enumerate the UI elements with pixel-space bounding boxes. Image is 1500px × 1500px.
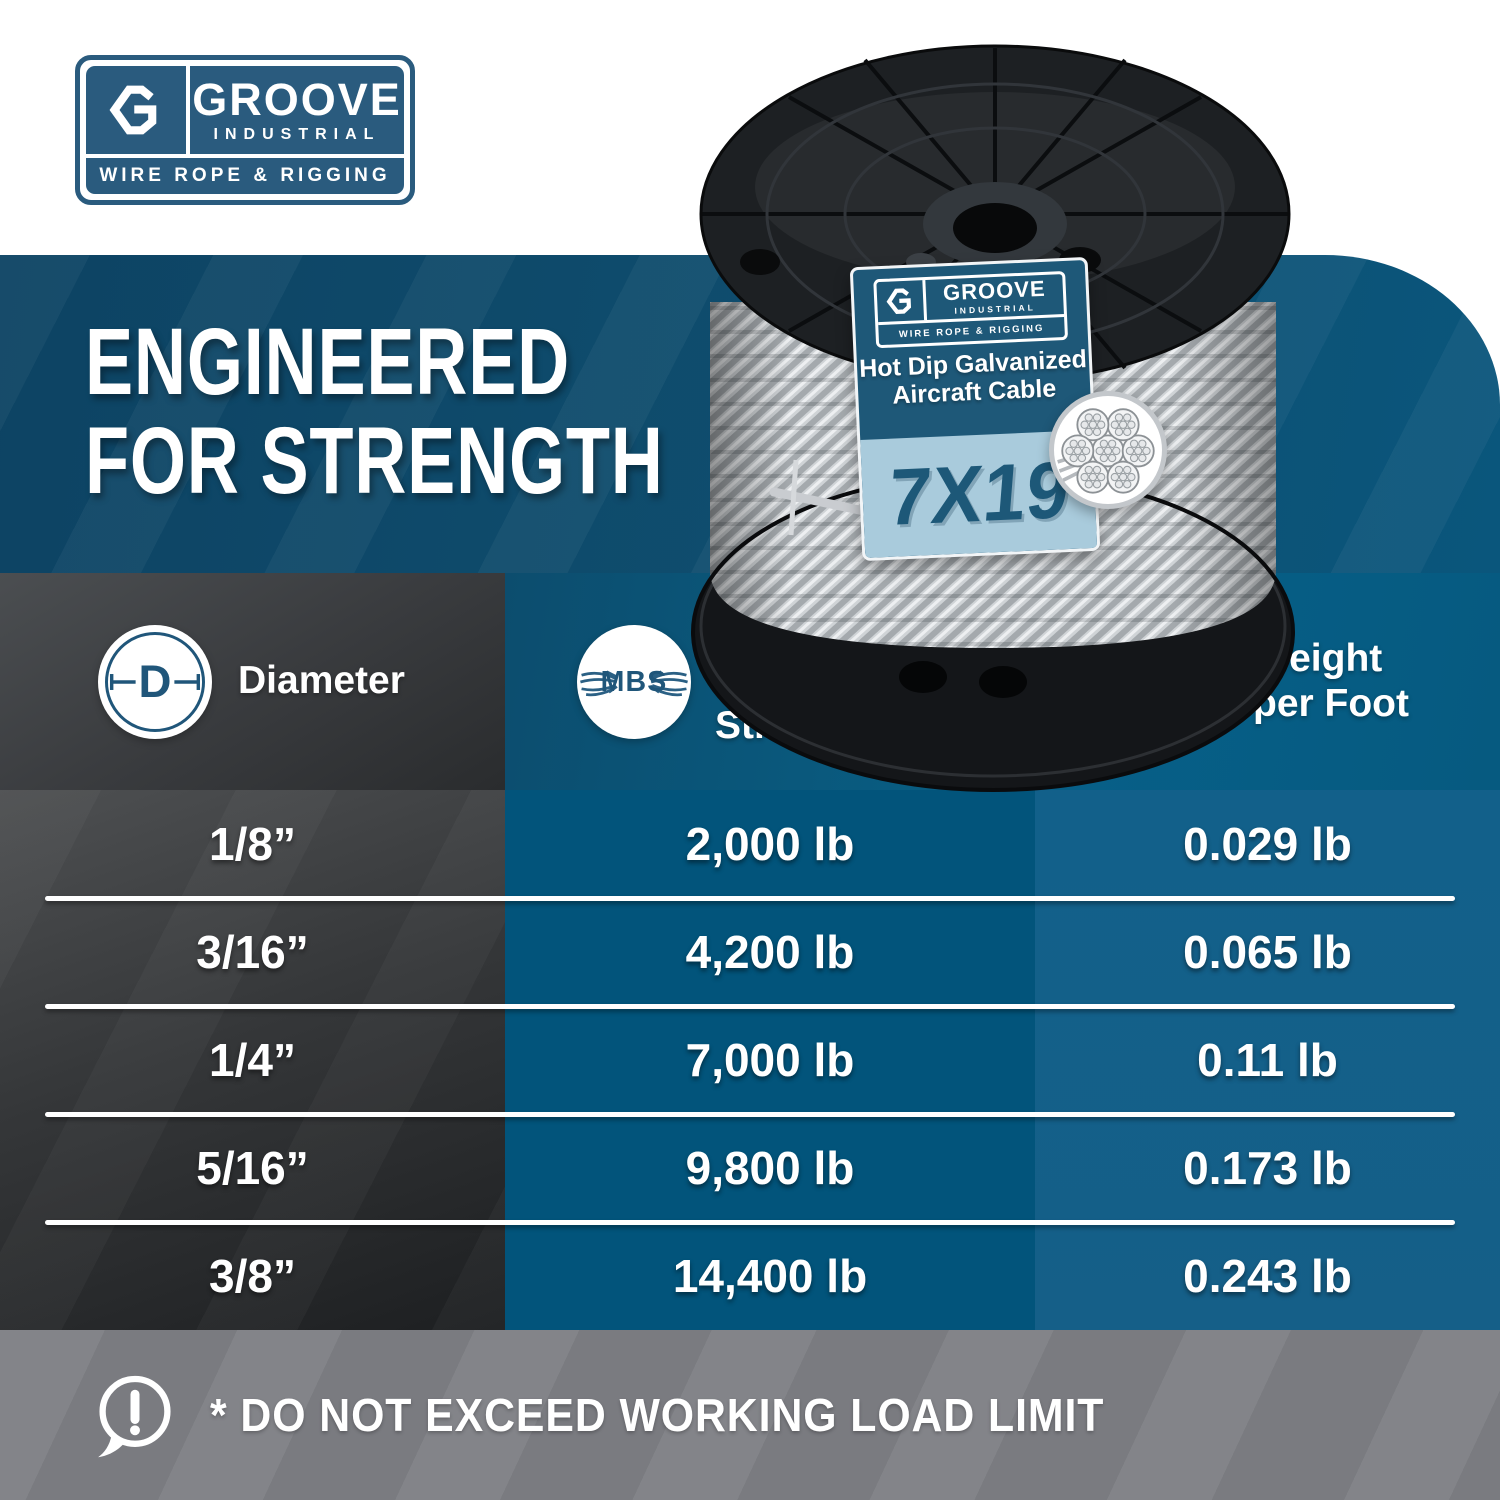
weight-value: 0.243 lb — [1183, 1250, 1352, 1302]
cable-end — [769, 487, 869, 516]
brand-tagline: WIRE ROPE & RIGGING — [99, 165, 391, 186]
mbs-icon: MBS — [577, 624, 691, 739]
spool-top-flange — [699, 44, 1291, 384]
g-mark-icon — [86, 66, 186, 154]
weight-value: 0.11 lb — [1197, 1034, 1338, 1086]
row-divider — [45, 1112, 1455, 1117]
product-photo-spool: GROOVE INDUSTRIAL WIRE ROPE & RIGGING Ho… — [688, 22, 1298, 792]
mbs-value: 14,400 lb — [672, 1250, 868, 1302]
column-bg-diameter — [0, 790, 505, 1330]
column-bg-weight — [1035, 790, 1500, 1330]
table-row: 1/8” 2,000 lb 0.029 lb — [0, 790, 1500, 901]
mbs-value: 4,200 lb — [685, 926, 855, 978]
weight-value: 0.029 lb — [1183, 818, 1352, 870]
cable-pin — [788, 459, 799, 536]
table-row: 5/16” 9,800 lb 0.173 lb — [0, 1114, 1500, 1225]
brand-name: GROOVE — [192, 73, 402, 125]
table-body: 1/8” 2,000 lb 0.029 lb 3/16” 4,200 lb 0.… — [0, 790, 1500, 1330]
table-row: 1/4” 7,000 lb 0.11 lb — [0, 1006, 1500, 1117]
footnote-text: * DO NOT EXCEED WORKING LOAD LIMIT — [210, 1389, 1105, 1441]
column-label-diameter: Diameter — [238, 659, 405, 703]
column-bg-mbs — [505, 790, 1035, 1330]
row-divider — [45, 896, 1455, 901]
row-divider — [45, 1220, 1455, 1225]
weight-value: 0.065 lb — [1183, 926, 1352, 978]
cable-cross-section-icon — [1049, 391, 1167, 509]
logo-divider-horizontal — [86, 154, 404, 158]
headline-line2: FOR STRENGTH — [85, 407, 664, 514]
mbs-value: 9,800 lb — [685, 1142, 855, 1194]
row-divider — [45, 1004, 1455, 1009]
brand-name: GROOVE — [942, 275, 1047, 306]
diameter-icon: D — [98, 624, 212, 739]
weight-value: 0.173 lb — [1183, 1142, 1352, 1194]
table-row: 3/16” 4,200 lb 0.065 lb — [0, 898, 1500, 1009]
brand-logo-inner: GROOVE INDUSTRIAL WIRE ROPE & RIGGING — [86, 66, 404, 194]
diameter-value: 1/8” — [209, 818, 296, 870]
diameter-value: 5/16” — [196, 1142, 309, 1194]
diameter-icon-letter: D — [139, 655, 172, 706]
label-brand-logo: GROOVE INDUSTRIAL WIRE ROPE & RIGGING — [873, 270, 1069, 349]
flange-hole — [979, 666, 1027, 698]
spool-center-hole — [953, 203, 1037, 253]
table-row: 3/8” 14,400 lb 0.243 lb — [0, 1222, 1500, 1330]
construction-code: 7X19 — [884, 444, 1073, 543]
mbs-value: 7,000 lb — [685, 1034, 855, 1086]
brand-logo: GROOVE INDUSTRIAL WIRE ROPE & RIGGING — [75, 55, 415, 205]
diameter-value: 3/16” — [196, 926, 309, 978]
mbs-value: 2,000 lb — [685, 818, 855, 870]
diameter-value: 1/4” — [209, 1034, 296, 1086]
column-header-diameter: D Diameter — [0, 573, 505, 790]
diameter-value: 3/8” — [209, 1250, 296, 1302]
logo-divider-vertical — [186, 66, 190, 154]
brand-subname: INDUSTRIAL — [954, 302, 1037, 316]
footnote-bar: * DO NOT EXCEED WORKING LOAD LIMIT — [0, 1330, 1500, 1500]
brand-subname: INDUSTRIAL — [213, 125, 381, 143]
warning-icon — [98, 1375, 171, 1458]
brand-name-block: GROOVE INDUSTRIAL — [925, 274, 1064, 320]
flange-hole — [899, 661, 947, 693]
headline: ENGINEERED FOR STRENGTH — [85, 313, 664, 511]
headline-line1: ENGINEERED — [85, 309, 571, 415]
product-label: GROOVE INDUSTRIAL WIRE ROPE & RIGGING Ho… — [849, 256, 1101, 562]
brand-name-block: GROOVE INDUSTRIAL — [190, 66, 404, 154]
g-mark-icon — [876, 280, 924, 322]
mbs-icon-text: MBS — [601, 666, 668, 698]
